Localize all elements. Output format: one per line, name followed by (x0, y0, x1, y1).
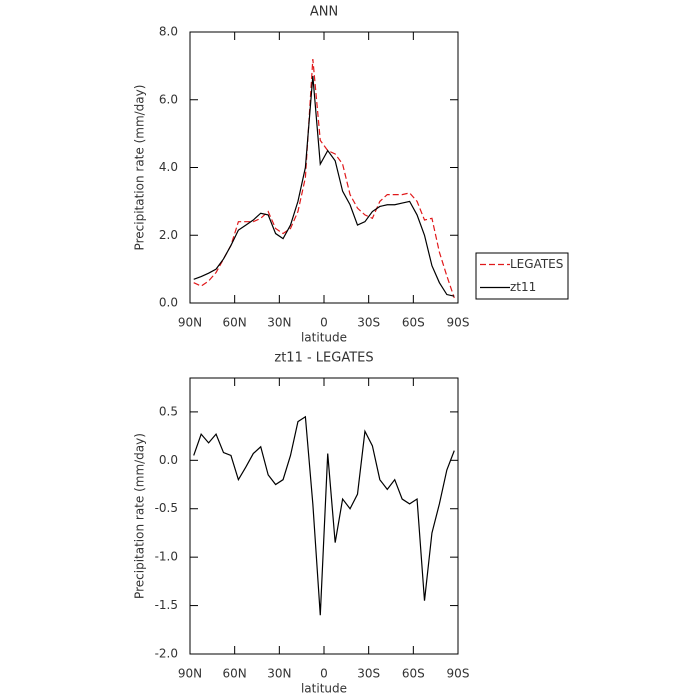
series-line (193, 59, 455, 299)
x-tick-label: 30N (267, 316, 291, 330)
series-line (193, 415, 455, 616)
plot-frame (189, 31, 459, 304)
chart-title: zt11 - LEGATES (274, 351, 373, 366)
y-tick-label: -2.0 (155, 647, 178, 661)
y-tick-label: 0.0 (159, 453, 178, 467)
legend-box (475, 252, 569, 300)
y-tick-label: -0.5 (155, 501, 178, 515)
x-tick-label: 30N (267, 667, 291, 681)
legend-label: LEGATES (510, 257, 563, 271)
x-tick-label: 30S (357, 316, 380, 330)
x-tick-label: 30S (357, 667, 380, 681)
y-tick-label: 4.0 (159, 160, 178, 174)
x-tick-label: 90S (447, 316, 470, 330)
x-tick-label: 0 (320, 667, 328, 681)
y-tick-label: 0.0 (159, 296, 178, 310)
x-tick-label: 0 (320, 316, 328, 330)
y-tick-label: 8.0 (159, 25, 178, 39)
x-tick-label: 60S (402, 316, 425, 330)
x-axis-label: latitude (301, 331, 347, 345)
x-tick-label: 90S (447, 667, 470, 681)
x-tick-label: 60N (223, 667, 247, 681)
y-axis-label: Precipitation rate (mm/day) (133, 433, 147, 599)
y-tick-label: 6.0 (159, 92, 178, 106)
y-axis-label: Precipitation rate (mm/day) (133, 85, 147, 251)
y-tick-label: 0.5 (159, 404, 178, 418)
y-tick-label: 2.0 (159, 228, 178, 242)
y-tick-label: -1.5 (155, 598, 178, 612)
x-tick-label: 60S (402, 667, 425, 681)
x-axis-label: latitude (301, 682, 347, 696)
legend-label: zt11 (510, 280, 536, 294)
x-tick-label: 60N (223, 316, 247, 330)
x-tick-label: 90N (178, 316, 202, 330)
x-tick-label: 90N (178, 667, 202, 681)
y-tick-label: -1.0 (155, 550, 178, 564)
chart-title: ANN (310, 5, 338, 20)
series-line (193, 75, 455, 297)
